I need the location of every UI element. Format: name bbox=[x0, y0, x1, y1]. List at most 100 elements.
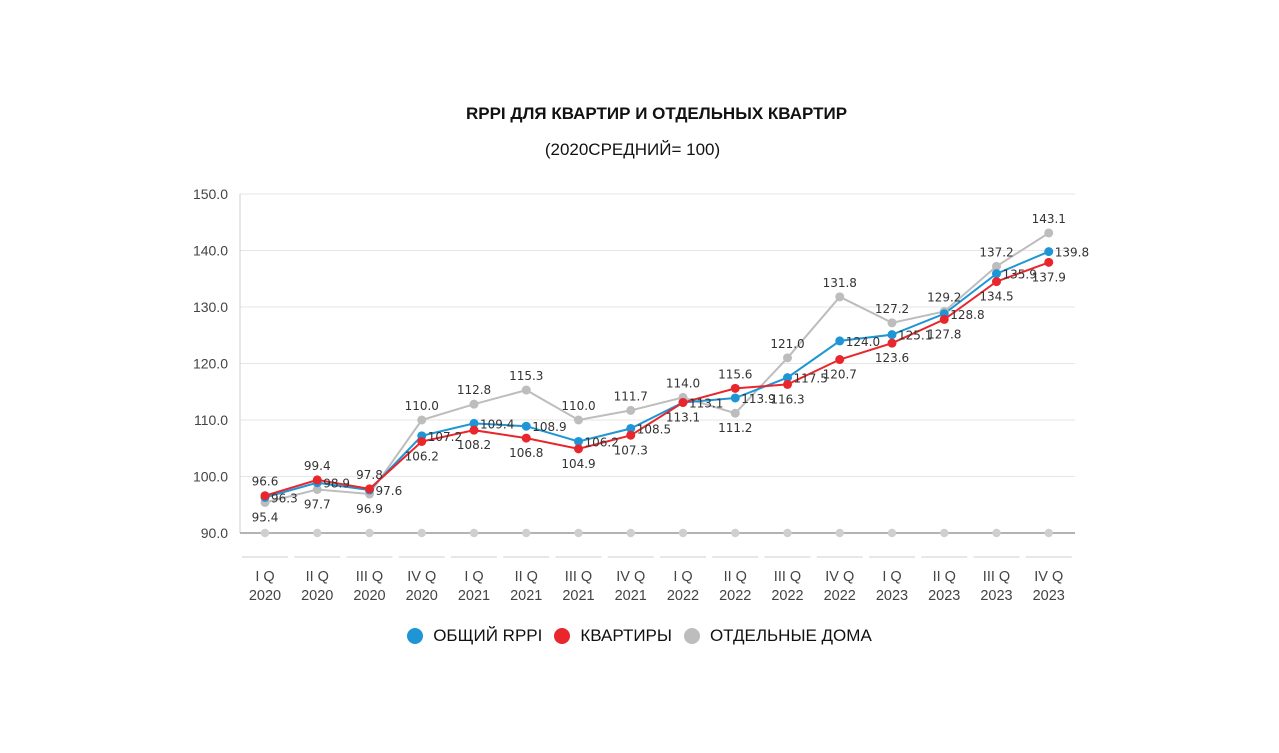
data-label-total-rppi: 98.9 bbox=[323, 477, 350, 491]
data-label-apartments: 107.3 bbox=[614, 443, 648, 457]
x-tick-label: 2023 bbox=[876, 588, 908, 604]
legend-item-apartments[interactable]: КВАРТИРЫ bbox=[554, 626, 672, 646]
x-tick-label: IV Q bbox=[825, 569, 854, 585]
x-tick-label: 2021 bbox=[615, 588, 647, 604]
data-label-total-rppi: 124.0 bbox=[846, 335, 880, 349]
data-label-detached-houses: 127.2 bbox=[875, 302, 909, 316]
data-point-apartments bbox=[312, 475, 322, 485]
chart-subtitle: (2020СРЕДНИЙ= 100) bbox=[544, 140, 721, 159]
data-label-apartments: 134.5 bbox=[979, 290, 1013, 304]
data-label-detached-houses: 112.8 bbox=[457, 383, 491, 397]
legend-label-detached-houses: ОТДЕЛЬНЫЕ ДОМА bbox=[709, 626, 872, 645]
data-label-detached-houses: 110.0 bbox=[405, 399, 439, 413]
data-label-apartments: 96.6 bbox=[252, 475, 279, 489]
data-point-apartments bbox=[626, 430, 636, 440]
data-label-detached-houses: 114.0 bbox=[666, 376, 700, 390]
legend-item-detached-houses[interactable]: ОТДЕЛЬНЫЕ ДОМА bbox=[683, 626, 872, 646]
data-label-total-rppi: 108.5 bbox=[637, 422, 671, 436]
data-point-apartments bbox=[730, 383, 740, 393]
data-label-total-rppi: 128.8 bbox=[950, 308, 984, 322]
data-label-apartments: 108.2 bbox=[457, 438, 491, 452]
data-label-apartments: 115.6 bbox=[718, 367, 752, 381]
x-tick-label: I Q bbox=[673, 569, 692, 585]
y-tick-label: 100.0 bbox=[193, 469, 228, 485]
data-point-total-rppi bbox=[469, 418, 479, 428]
data-label-total-rppi: 117.5 bbox=[794, 372, 828, 386]
x-tick-label: 2020 bbox=[249, 588, 281, 604]
data-point-apartments bbox=[417, 436, 427, 446]
baseline-marker bbox=[1044, 528, 1053, 538]
data-point-apartments bbox=[835, 355, 845, 365]
x-tick-label: 2022 bbox=[719, 588, 751, 604]
data-label-apartments: 127.8 bbox=[927, 327, 961, 341]
x-tick-label: I Q bbox=[882, 569, 901, 585]
x-tick-label: 2021 bbox=[562, 588, 594, 604]
x-tick-label: 2021 bbox=[510, 588, 542, 604]
baseline-marker bbox=[678, 528, 688, 538]
data-point-detached-houses bbox=[574, 415, 583, 425]
data-label-detached-houses: 111.2 bbox=[718, 421, 752, 435]
data-point-apartments bbox=[469, 425, 479, 435]
x-tick-label: III Q bbox=[774, 569, 801, 585]
data-label-apartments: 137.9 bbox=[1032, 270, 1066, 284]
baseline-marker bbox=[469, 528, 479, 538]
data-point-apartments bbox=[260, 491, 270, 501]
data-point-apartments bbox=[678, 397, 688, 407]
x-tick-label: 2020 bbox=[353, 588, 385, 604]
data-label-apartments: 104.9 bbox=[561, 457, 595, 471]
data-label-detached-houses: 129.2 bbox=[927, 291, 961, 305]
data-point-total-rppi bbox=[887, 330, 897, 340]
x-tick-label: 2020 bbox=[406, 588, 438, 604]
legend-marker-detached-houses bbox=[683, 628, 700, 644]
legend: ОБЩИЙ RPPI КВАРТИРЫ ОТДЕЛЬНЫЕ ДОМА bbox=[0, 626, 1279, 646]
legend-marker-total-rppi bbox=[407, 628, 424, 644]
y-tick-label: 150.0 bbox=[193, 186, 228, 202]
legend-label-apartments: КВАРТИРЫ bbox=[580, 626, 672, 645]
data-point-apartments bbox=[521, 433, 531, 443]
baseline-marker bbox=[992, 528, 1001, 538]
data-point-detached-houses bbox=[1044, 228, 1054, 238]
baseline-marker bbox=[835, 528, 844, 538]
x-tick-label: II Q bbox=[515, 569, 538, 585]
x-tick-label: I Q bbox=[464, 569, 483, 585]
data-label-apartments: 97.8 bbox=[356, 468, 383, 482]
data-label-apartments: 106.2 bbox=[405, 449, 439, 463]
data-point-detached-houses bbox=[835, 292, 845, 302]
baseline-marker bbox=[365, 528, 374, 538]
x-tick-label: 2021 bbox=[458, 588, 490, 604]
y-tick-label: 90.0 bbox=[201, 525, 228, 541]
data-label-total-rppi: 113.9 bbox=[741, 392, 775, 406]
x-tick-label: III Q bbox=[356, 569, 383, 585]
y-tick-label: 130.0 bbox=[193, 299, 228, 315]
data-point-total-rppi bbox=[730, 393, 740, 403]
x-tick-label: 2022 bbox=[771, 588, 803, 604]
x-tick-label: 2023 bbox=[980, 588, 1012, 604]
data-point-detached-houses bbox=[992, 261, 1001, 271]
data-point-apartments bbox=[783, 379, 792, 389]
data-point-apartments bbox=[939, 314, 949, 324]
data-point-apartments bbox=[574, 444, 583, 454]
data-label-detached-houses: 110.0 bbox=[561, 399, 595, 413]
data-label-apartments: 99.4 bbox=[304, 459, 331, 473]
x-tick-label: I Q bbox=[255, 569, 274, 585]
data-label-apartments: 113.1 bbox=[666, 410, 700, 424]
data-label-detached-houses: 131.8 bbox=[823, 276, 857, 290]
y-tick-label: 140.0 bbox=[193, 243, 228, 259]
data-point-apartments bbox=[1044, 257, 1054, 267]
baseline-marker bbox=[574, 528, 583, 538]
x-tick-label: IV Q bbox=[616, 569, 645, 585]
x-tick-label: II Q bbox=[724, 569, 747, 585]
data-label-total-rppi: 97.6 bbox=[376, 484, 403, 498]
data-point-detached-houses bbox=[730, 408, 740, 418]
baseline-marker bbox=[313, 528, 322, 538]
baseline-marker bbox=[626, 528, 635, 538]
x-tick-label: 2023 bbox=[1033, 588, 1065, 604]
baseline-marker bbox=[260, 528, 270, 538]
data-label-detached-houses: 96.9 bbox=[356, 502, 383, 516]
data-point-detached-houses bbox=[312, 484, 322, 494]
data-point-apartments bbox=[365, 484, 374, 494]
data-point-total-rppi bbox=[626, 423, 636, 433]
legend-item-total-rppi[interactable]: ОБЩИЙ RPPI bbox=[407, 626, 542, 646]
data-label-apartments: 116.3 bbox=[770, 392, 804, 406]
